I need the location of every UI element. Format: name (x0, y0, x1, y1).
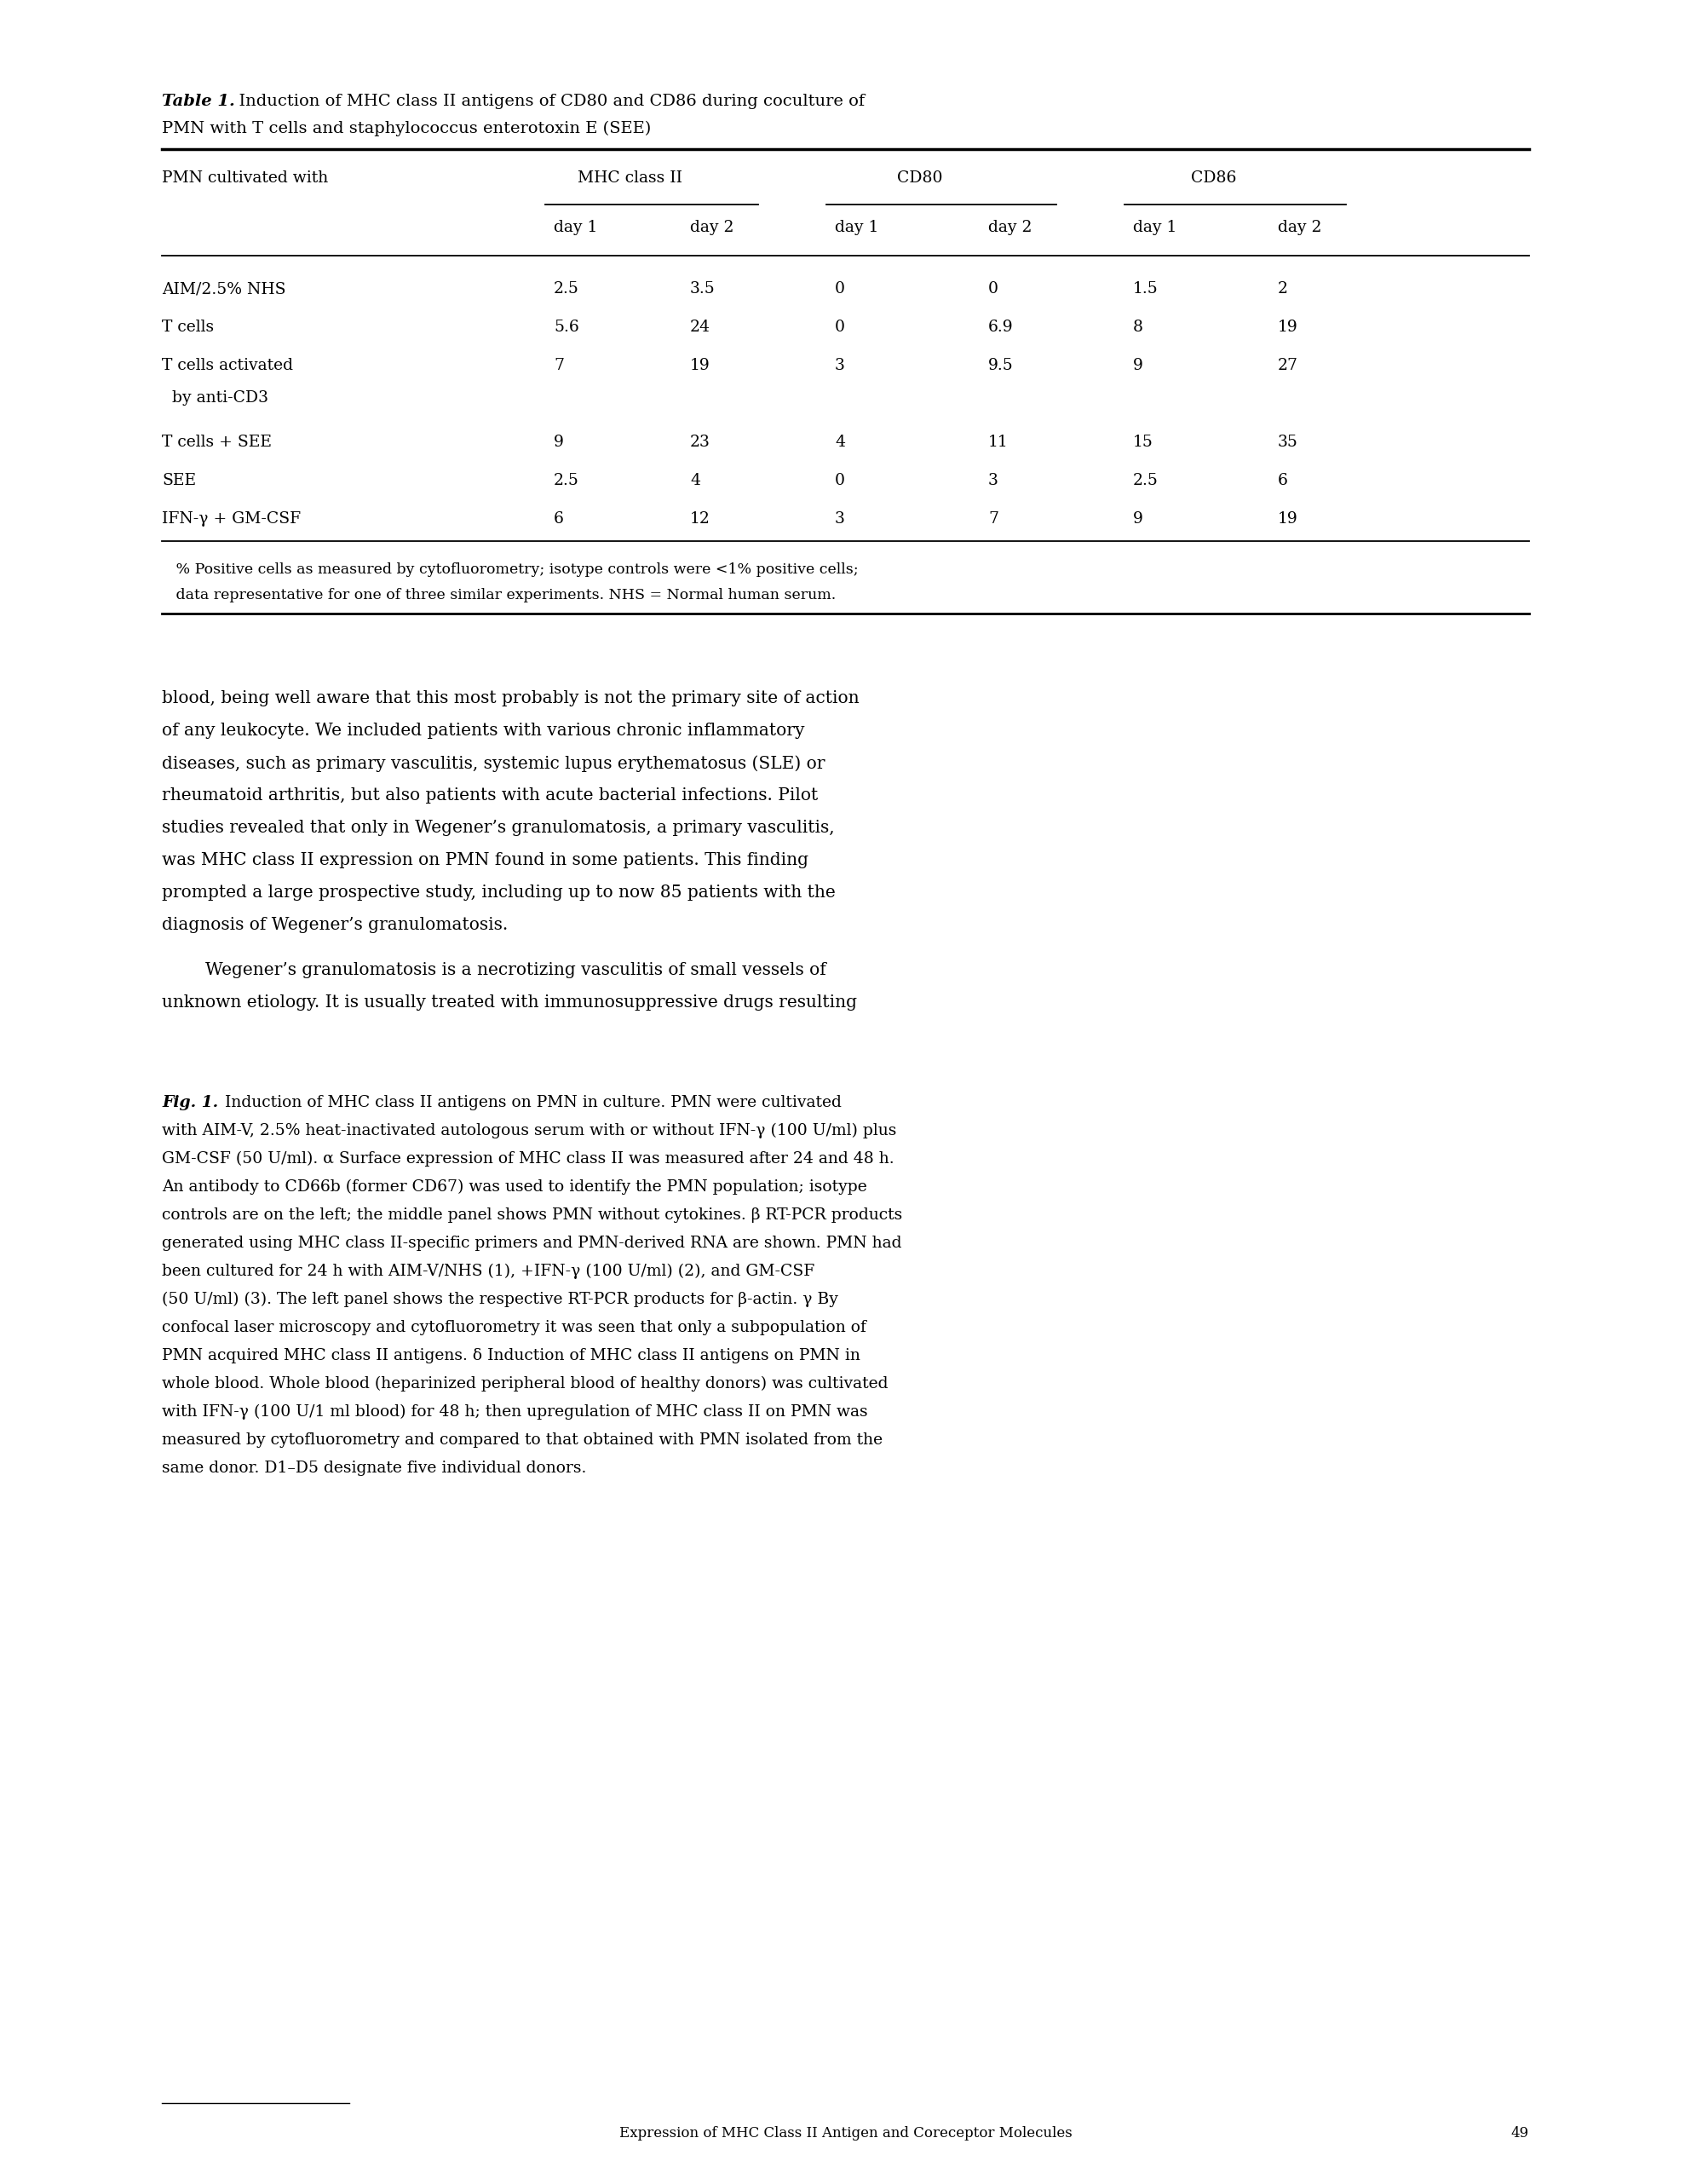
Text: Wegener’s granulomatosis is a necrotizing vasculitis of small vessels of: Wegener’s granulomatosis is a necrotizin… (162, 961, 827, 978)
Text: 7: 7 (988, 511, 998, 526)
Text: 2.5: 2.5 (553, 282, 580, 297)
Text: % Positive cells as measured by cytofluorometry; isotype controls were <1% posit: % Positive cells as measured by cytofluo… (162, 563, 859, 577)
Text: MHC class II: MHC class II (578, 170, 683, 186)
Text: SEE: SEE (162, 474, 196, 489)
Text: prompted a large prospective study, including up to now 85 patients with the: prompted a large prospective study, incl… (162, 885, 835, 900)
Text: day 1: day 1 (553, 221, 597, 236)
Text: 19: 19 (1278, 319, 1299, 334)
Text: 35: 35 (1278, 435, 1299, 450)
Text: diseases, such as primary vasculitis, systemic lupus erythematosus (SLE) or: diseases, such as primary vasculitis, sy… (162, 756, 825, 771)
Text: T cells + SEE: T cells + SEE (162, 435, 272, 450)
Text: PMN with T cells and staphylococcus enterotoxin E (SEE): PMN with T cells and staphylococcus ente… (162, 120, 651, 138)
Text: 9: 9 (553, 435, 563, 450)
Text: by anti-CD3: by anti-CD3 (162, 391, 269, 406)
Text: 6: 6 (1278, 474, 1289, 489)
Text: 3: 3 (835, 511, 846, 526)
Text: controls are on the left; the middle panel shows PMN without cytokines. β RT-PCR: controls are on the left; the middle pan… (162, 1208, 903, 1223)
Text: 3: 3 (988, 474, 998, 489)
Text: 9: 9 (1133, 511, 1143, 526)
Text: 2: 2 (1278, 282, 1289, 297)
Text: studies revealed that only in Wegener’s granulomatosis, a primary vasculitis,: studies revealed that only in Wegener’s … (162, 819, 835, 836)
Text: T cells activated: T cells activated (162, 358, 293, 373)
Text: of any leukocyte. We included patients with various chronic inflammatory: of any leukocyte. We included patients w… (162, 723, 805, 738)
Text: 0: 0 (835, 474, 846, 489)
Text: rheumatoid arthritis, but also patients with acute bacterial infections. Pilot: rheumatoid arthritis, but also patients … (162, 788, 818, 804)
Text: day 2: day 2 (1278, 221, 1322, 236)
Text: 23: 23 (690, 435, 710, 450)
Text: Induction of MHC class II antigens of CD80 and CD86 during coculture of: Induction of MHC class II antigens of CD… (228, 94, 864, 109)
Text: 49: 49 (1512, 2125, 1529, 2140)
Text: GM-CSF (50 U/ml). α Surface expression of MHC class II was measured after 24 and: GM-CSF (50 U/ml). α Surface expression o… (162, 1151, 895, 1166)
Text: data representative for one of three similar experiments. NHS = Normal human ser: data representative for one of three sim… (162, 587, 835, 603)
Text: PMN acquired MHC class II antigens. δ Induction of MHC class II antigens on PMN : PMN acquired MHC class II antigens. δ In… (162, 1348, 861, 1363)
Text: 4: 4 (690, 474, 700, 489)
Text: PMN cultivated with: PMN cultivated with (162, 170, 328, 186)
Text: 12: 12 (690, 511, 710, 526)
Text: CD80: CD80 (898, 170, 944, 186)
Text: confocal laser microscopy and cytofluorometry it was seen that only a subpopulat: confocal laser microscopy and cytofluoro… (162, 1319, 866, 1334)
Text: Expression of MHC Class II Antigen and Coreceptor Molecules: Expression of MHC Class II Antigen and C… (619, 2125, 1072, 2140)
Text: 8: 8 (1133, 319, 1143, 334)
Text: day 2: day 2 (690, 221, 734, 236)
Text: 19: 19 (1278, 511, 1299, 526)
Text: 0: 0 (835, 319, 846, 334)
Text: 15: 15 (1133, 435, 1153, 450)
Text: IFN-γ + GM-CSF: IFN-γ + GM-CSF (162, 511, 301, 526)
Text: with IFN-γ (100 U/1 ml blood) for 48 h; then upregulation of MHC class II on PMN: with IFN-γ (100 U/1 ml blood) for 48 h; … (162, 1404, 867, 1420)
Text: with AIM-V, 2.5% heat-inactivated autologous serum with or without IFN-γ (100 U/: with AIM-V, 2.5% heat-inactivated autolo… (162, 1123, 896, 1138)
Text: 27: 27 (1278, 358, 1299, 373)
Text: AIM/2.5% NHS: AIM/2.5% NHS (162, 282, 286, 297)
Text: unknown etiology. It is usually treated with immunosuppressive drugs resulting: unknown etiology. It is usually treated … (162, 994, 857, 1011)
Text: An antibody to CD66b (former CD67) was used to identify the PMN population; isot: An antibody to CD66b (former CD67) was u… (162, 1179, 867, 1195)
Text: 3.5: 3.5 (690, 282, 715, 297)
Text: 2.5: 2.5 (553, 474, 580, 489)
Text: 9.5: 9.5 (988, 358, 1013, 373)
Text: (50 U/ml) (3). The left panel shows the respective RT-PCR products for β-actin. : (50 U/ml) (3). The left panel shows the … (162, 1291, 839, 1308)
Text: 3: 3 (835, 358, 846, 373)
Text: 24: 24 (690, 319, 710, 334)
Text: whole blood. Whole blood (heparinized peripheral blood of healthy donors) was cu: whole blood. Whole blood (heparinized pe… (162, 1376, 888, 1391)
Text: diagnosis of Wegener’s granulomatosis.: diagnosis of Wegener’s granulomatosis. (162, 917, 507, 933)
Text: day 2: day 2 (988, 221, 1032, 236)
Text: Fig. 1.: Fig. 1. (162, 1094, 218, 1109)
Text: measured by cytofluorometry and compared to that obtained with PMN isolated from: measured by cytofluorometry and compared… (162, 1433, 883, 1448)
Text: day 1: day 1 (835, 221, 879, 236)
Text: 1.5: 1.5 (1133, 282, 1158, 297)
Text: 7: 7 (553, 358, 565, 373)
Text: same donor. D1–D5 designate five individual donors.: same donor. D1–D5 designate five individ… (162, 1461, 587, 1476)
Text: 6.9: 6.9 (988, 319, 1013, 334)
Text: been cultured for 24 h with AIM-V/NHS (1), +IFN-γ (100 U/ml) (2), and GM-CSF: been cultured for 24 h with AIM-V/NHS (1… (162, 1265, 815, 1280)
Text: was MHC class II expression on PMN found in some patients. This finding: was MHC class II expression on PMN found… (162, 852, 808, 869)
Text: 2.5: 2.5 (1133, 474, 1158, 489)
Text: 19: 19 (690, 358, 710, 373)
Text: 0: 0 (988, 282, 998, 297)
Text: Induction of MHC class II antigens on PMN in culture. PMN were cultivated: Induction of MHC class II antigens on PM… (215, 1094, 842, 1109)
Text: blood, being well aware that this most probably is not the primary site of actio: blood, being well aware that this most p… (162, 690, 859, 705)
Text: Table 1.: Table 1. (162, 94, 235, 109)
Text: 11: 11 (988, 435, 1008, 450)
Text: 9: 9 (1133, 358, 1143, 373)
Text: 0: 0 (835, 282, 846, 297)
Text: generated using MHC class II-specific primers and PMN-derived RNA are shown. PMN: generated using MHC class II-specific pr… (162, 1236, 901, 1251)
Text: 4: 4 (835, 435, 846, 450)
Text: T cells: T cells (162, 319, 215, 334)
Text: day 1: day 1 (1133, 221, 1177, 236)
Text: CD86: CD86 (1190, 170, 1236, 186)
Text: 6: 6 (553, 511, 563, 526)
Text: 5.6: 5.6 (553, 319, 578, 334)
